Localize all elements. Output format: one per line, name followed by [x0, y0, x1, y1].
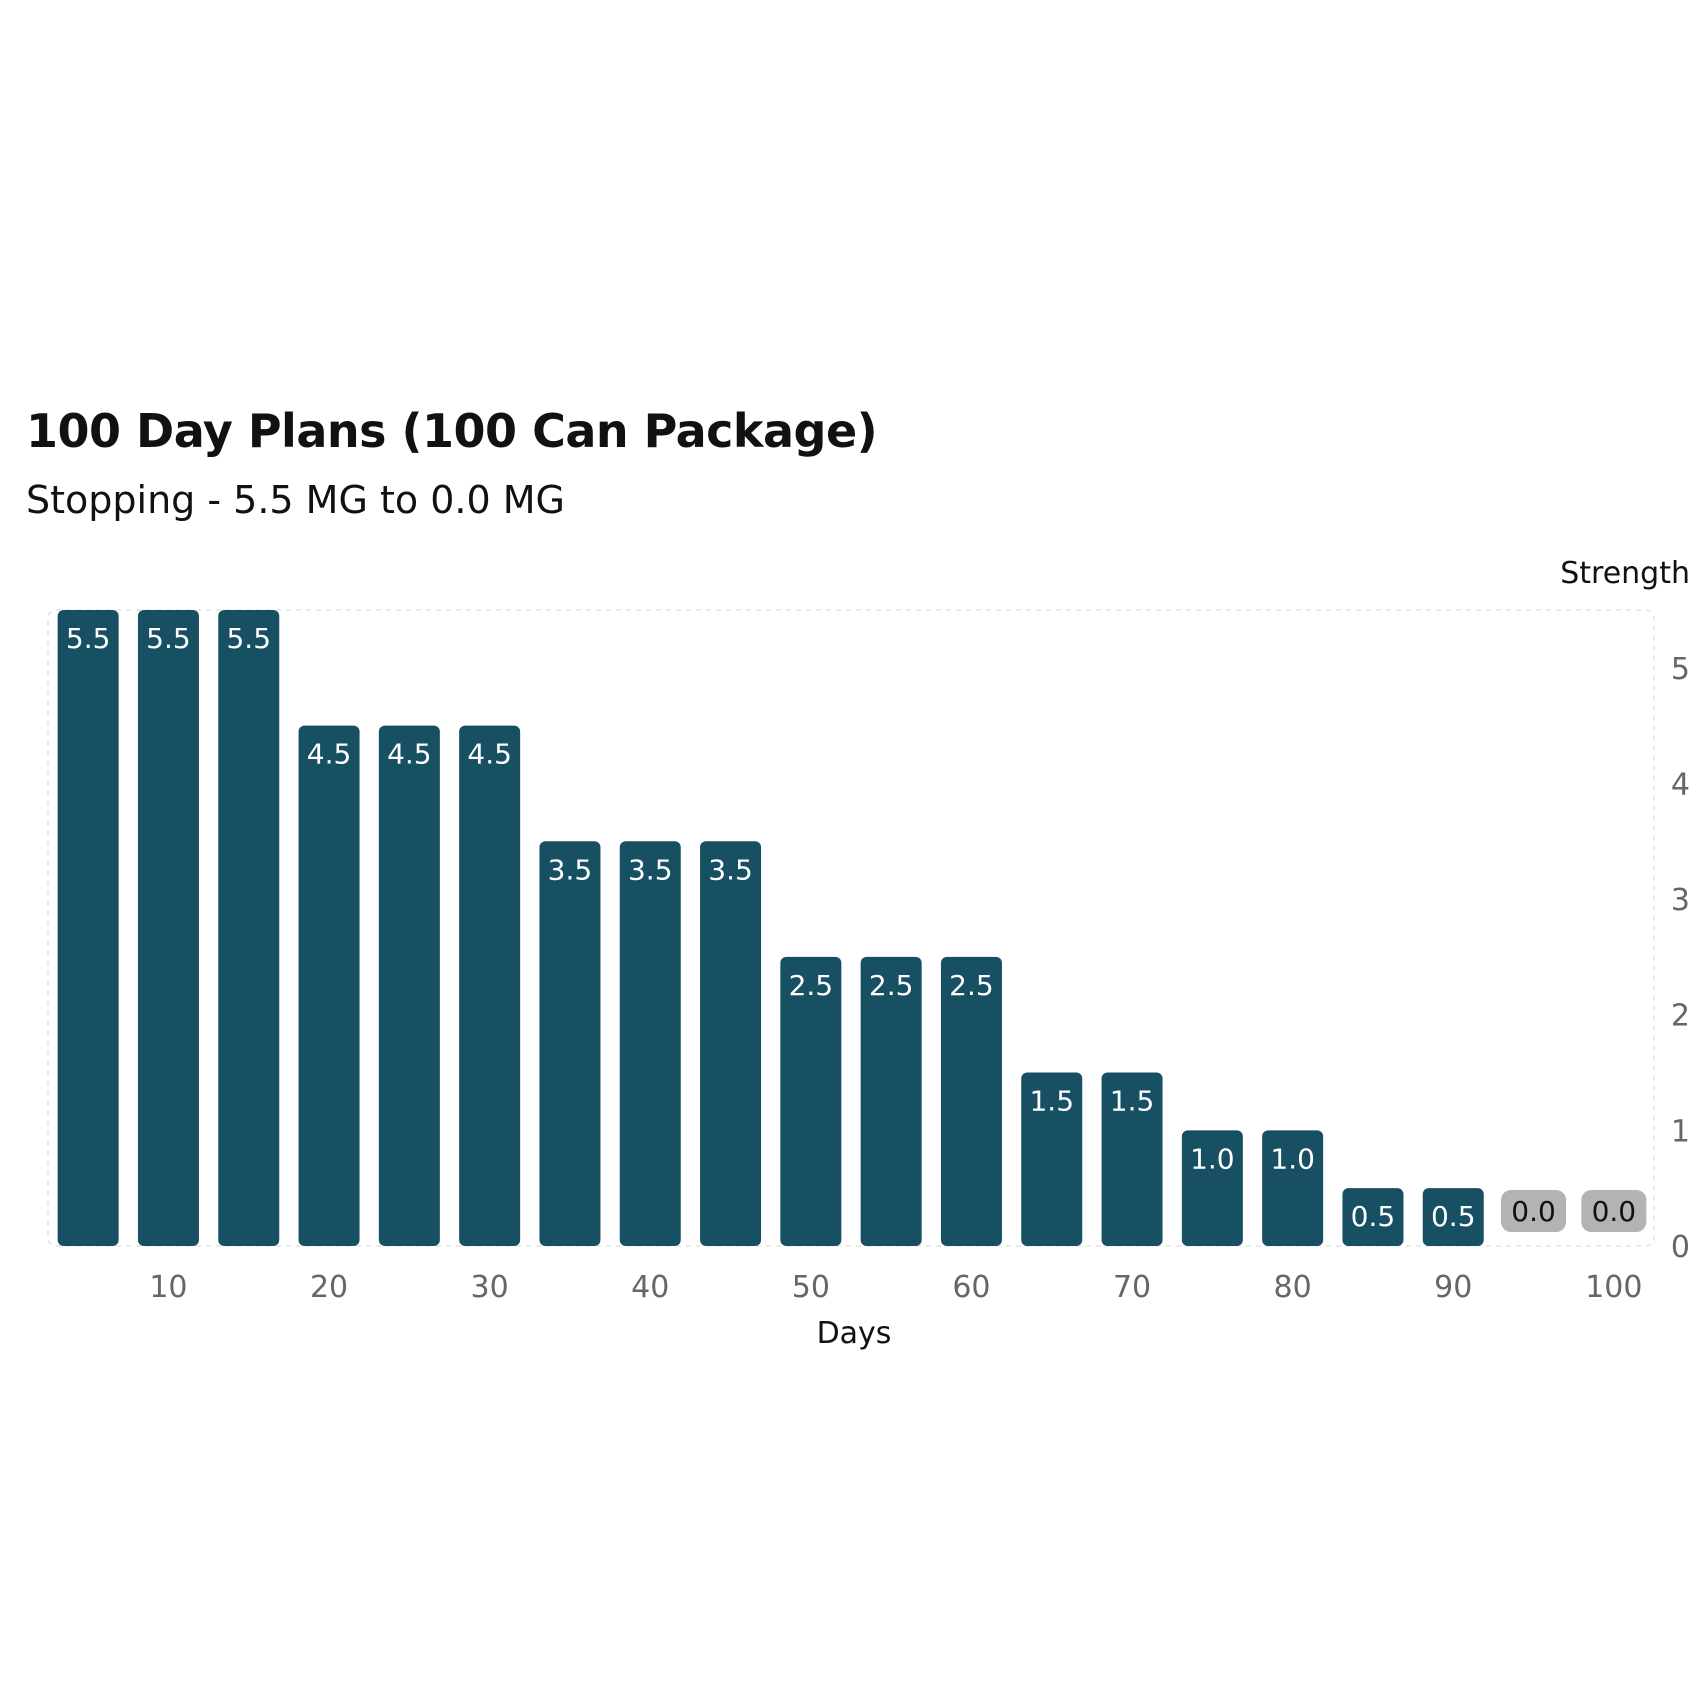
bar-value-label: 2.5 — [869, 969, 914, 1002]
bar — [1422, 1188, 1484, 1246]
y-tick-label: 1 — [1671, 1114, 1690, 1149]
bar — [940, 956, 1002, 1246]
x-tick-label: 40 — [631, 1270, 669, 1305]
bar-value-label: 3.5 — [628, 853, 673, 886]
bar-value-label: 1.5 — [1110, 1085, 1155, 1118]
bars — [57, 610, 1647, 1246]
bar — [619, 841, 681, 1246]
bar-value-label: 1.0 — [1190, 1142, 1235, 1175]
bar — [700, 841, 762, 1246]
x-axis-ticks: 10 20 30 40 50 60 70 80 90 100 — [149, 1270, 1642, 1305]
bar — [860, 956, 922, 1246]
bar — [378, 725, 440, 1246]
bar — [780, 956, 842, 1246]
x-tick-label: 70 — [1113, 1270, 1151, 1305]
x-tick-label: 60 — [952, 1270, 990, 1305]
bar-value-label: 4.5 — [387, 738, 432, 771]
bar-value-label: 5.5 — [226, 622, 271, 655]
bar — [459, 725, 521, 1246]
y-tick-label: 0 — [1671, 1230, 1690, 1265]
x-tick-label: 20 — [310, 1270, 348, 1305]
bar-value-label: 0.0 — [1511, 1195, 1556, 1228]
y-axis-title: Strength — [1560, 556, 1690, 591]
bar — [1021, 1072, 1083, 1246]
bar-value-label: 3.5 — [548, 853, 593, 886]
bar — [1262, 1130, 1324, 1246]
bar-value-label: 1.5 — [1029, 1085, 1074, 1118]
bar — [137, 610, 199, 1246]
bar-value-label: 0.0 — [1592, 1195, 1637, 1228]
y-tick-label: 4 — [1671, 767, 1690, 802]
plot-frame — [47, 609, 1655, 1247]
y-tick-label: 5 — [1671, 652, 1690, 687]
bar-value-label: 1.0 — [1270, 1142, 1315, 1175]
y-tick-label: 2 — [1671, 999, 1690, 1034]
y-axis-ticks: 0 1 2 3 4 5 — [1671, 652, 1690, 1265]
x-tick-label: 100 — [1585, 1270, 1642, 1305]
bar-value-label: 2.5 — [789, 969, 834, 1002]
bar-value-label: 2.5 — [949, 969, 994, 1002]
y-tick-label: 3 — [1671, 883, 1690, 918]
x-tick-label: 10 — [149, 1270, 187, 1305]
bar — [298, 725, 360, 1246]
bar-value-label: 4.5 — [307, 738, 352, 771]
chart-title: 100 Day Plans (100 Can Package) — [26, 404, 878, 458]
bar — [1181, 1130, 1243, 1246]
bar — [1342, 1188, 1404, 1246]
bar — [57, 610, 119, 1246]
bar-value-label: 0.5 — [1351, 1200, 1396, 1233]
bar — [1581, 1190, 1647, 1232]
bar-value-label: 4.5 — [467, 738, 512, 771]
bar — [1101, 1072, 1163, 1246]
x-tick-label: 30 — [471, 1270, 509, 1305]
x-tick-label: 50 — [792, 1270, 830, 1305]
x-axis-title: Days — [817, 1316, 892, 1351]
x-tick-label: 80 — [1274, 1270, 1312, 1305]
bar — [539, 841, 601, 1246]
bar-value-label: 5.5 — [146, 622, 191, 655]
bar-value-label: 3.5 — [708, 853, 753, 886]
bar — [218, 610, 280, 1246]
bar-value-label: 5.5 — [66, 622, 111, 655]
bar-value-label: 0.5 — [1431, 1200, 1476, 1233]
chart-subtitle: Stopping - 5.5 MG to 0.0 MG — [26, 478, 565, 522]
plot-frame-border — [47, 609, 1655, 1247]
x-tick-label: 90 — [1434, 1270, 1472, 1305]
bar — [1501, 1190, 1567, 1232]
bar-value-labels: 5.5 5.5 5.5 4.5 4.5 4.5 3.5 3.5 3.5 2.5 2.5 2.5 1.5 1… — [66, 622, 1636, 1233]
